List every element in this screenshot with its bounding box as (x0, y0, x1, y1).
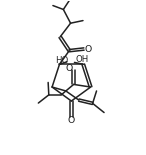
Text: O: O (65, 64, 72, 73)
Text: HO: HO (55, 56, 68, 65)
Text: O: O (68, 116, 75, 125)
Text: O: O (85, 44, 92, 53)
Text: OH: OH (75, 55, 88, 64)
